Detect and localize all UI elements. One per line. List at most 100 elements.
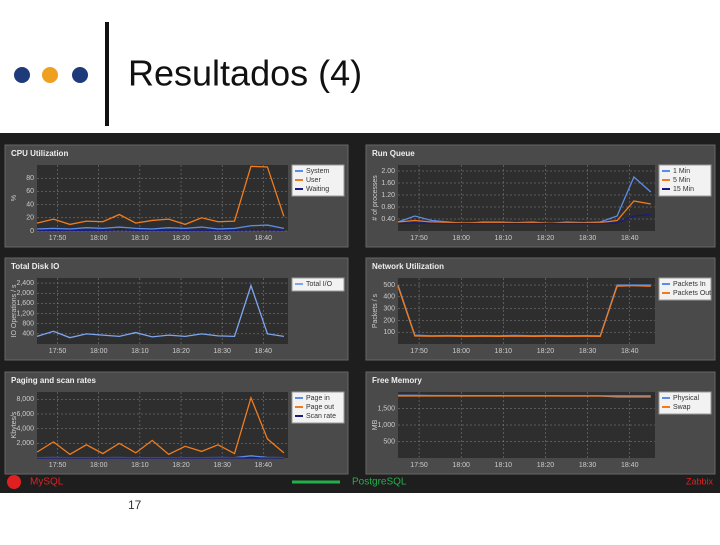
y-tick-label: 1,600 <box>16 300 34 307</box>
legend-label: Total I/O <box>306 281 333 288</box>
panel-title: Network Utilization <box>372 262 444 271</box>
dot <box>72 67 88 83</box>
y-tick-label: 20 <box>26 215 34 222</box>
x-tick-label: 18:00 <box>452 348 470 355</box>
x-tick-label: 18:30 <box>213 235 231 242</box>
label: PostgreSQL <box>352 477 407 488</box>
legend-label: Scan rate <box>306 413 336 420</box>
legend <box>658 391 712 415</box>
legend-label: User <box>306 177 321 184</box>
legend-label: 5 Min <box>673 177 690 184</box>
legend-label: Swap <box>673 404 691 411</box>
y-tick-label: 40 <box>26 201 34 208</box>
series-line <box>397 200 651 224</box>
y-tick-label: 2,000 <box>16 440 34 447</box>
legend <box>291 277 345 292</box>
y-tick-label: 500 <box>383 438 395 445</box>
series-line <box>36 395 285 456</box>
x-tick-label: 17:50 <box>49 462 67 469</box>
y-tick-label: 800 <box>22 321 34 328</box>
x-tick-label: 17:50 <box>49 235 67 242</box>
y-tick-label: 0.40 <box>381 216 395 223</box>
y-tick-label: 8,000 <box>16 396 34 403</box>
legend-label: 15 Min <box>673 186 694 193</box>
y-tick-label: 6,000 <box>16 411 34 418</box>
x-tick-label: 18:30 <box>579 462 597 469</box>
x-tick-label: 18:30 <box>213 462 231 469</box>
y-tick-label: 0 <box>30 228 34 235</box>
y-tick-label: 400 <box>22 331 34 338</box>
x-tick-label: 18:30 <box>579 235 597 242</box>
charts: CPU Utilization% 0 20 40 60 80 17:50 18:00 18:10… <box>4 144 716 475</box>
series-line <box>36 283 284 339</box>
panel-title: CPU Utilization <box>11 149 68 158</box>
legend-label: Physical <box>673 395 700 402</box>
x-tick-label: 18:40 <box>621 348 639 355</box>
divider <box>105 22 109 126</box>
y-tick-label: 400 <box>383 294 395 301</box>
legend-label: Page out <box>306 404 334 411</box>
panel-title: Total Disk IO <box>11 262 59 271</box>
x-tick-label: 18:20 <box>172 348 190 355</box>
x-tick-label: 18:20 <box>172 235 190 242</box>
x-tick-label: 18:40 <box>255 462 273 469</box>
page-number: 17 <box>128 498 142 512</box>
panel-title: Paging and scan rates <box>11 376 96 385</box>
plot-area <box>398 165 655 231</box>
x-tick-label: 18:10 <box>131 235 149 242</box>
y-tick-label: 200 <box>383 317 395 324</box>
legend-label: Page in <box>306 395 330 402</box>
y-tick-label: 4,000 <box>16 426 34 433</box>
y-tick-label: 80 <box>26 175 34 182</box>
y-tick-label: 1,500 <box>377 405 395 412</box>
marker <box>7 475 21 489</box>
x-tick-label: 18:10 <box>131 462 149 469</box>
x-tick-label: 17:50 <box>49 348 67 355</box>
y-tick-label: 300 <box>383 305 395 312</box>
dot <box>42 67 58 83</box>
x-tick-label: 18:20 <box>537 235 555 242</box>
series-line <box>397 285 651 337</box>
dot <box>14 67 30 83</box>
x-tick-label: 18:20 <box>537 348 555 355</box>
panel-title: Run Queue <box>372 149 415 158</box>
legend <box>658 277 712 301</box>
y-axis-label: IO Operations / s <box>11 284 18 337</box>
plot-area <box>398 278 655 344</box>
x-tick-label: 18:00 <box>452 462 470 469</box>
x-tick-label: 18:10 <box>495 348 513 355</box>
y-tick-label: 1,200 <box>16 310 34 317</box>
legend-label: Packets In <box>673 281 706 288</box>
x-tick-label: 18:00 <box>90 348 108 355</box>
y-tick-label: 100 <box>383 329 395 336</box>
y-tick-label: 60 <box>26 188 34 195</box>
x-tick-label: 18:10 <box>495 235 513 242</box>
series-line <box>36 165 285 226</box>
series-line <box>36 224 285 230</box>
y-axis-label: % <box>11 195 18 201</box>
x-tick-label: 18:00 <box>452 235 470 242</box>
x-tick-label: 18:00 <box>90 235 108 242</box>
label: Zabbix <box>686 476 714 486</box>
y-tick-label: 2.00 <box>381 168 395 175</box>
legend-label: Waiting <box>306 186 329 193</box>
x-tick-label: 18:20 <box>172 462 190 469</box>
x-tick-label: 17:50 <box>410 235 428 242</box>
y-tick-label: 1,000 <box>377 422 395 429</box>
y-tick-label: 2,000 <box>16 290 34 297</box>
y-axis-label: Packets / s <box>372 293 379 328</box>
label: MySQL <box>30 477 64 488</box>
x-tick-label: 18:40 <box>255 235 273 242</box>
x-tick-label: 18:00 <box>90 462 108 469</box>
x-tick-label: 17:50 <box>410 462 428 469</box>
y-axis-label: Kbytes/s <box>11 411 18 438</box>
plot-area <box>37 278 288 344</box>
x-tick-label: 18:40 <box>255 348 273 355</box>
y-tick-label: 0.80 <box>381 204 395 211</box>
series-line <box>37 229 284 231</box>
x-tick-label: 18:10 <box>131 348 149 355</box>
y-axis-label: # of processes <box>372 175 379 221</box>
legend-label: System <box>306 168 330 175</box>
x-tick-label: 18:40 <box>621 235 639 242</box>
